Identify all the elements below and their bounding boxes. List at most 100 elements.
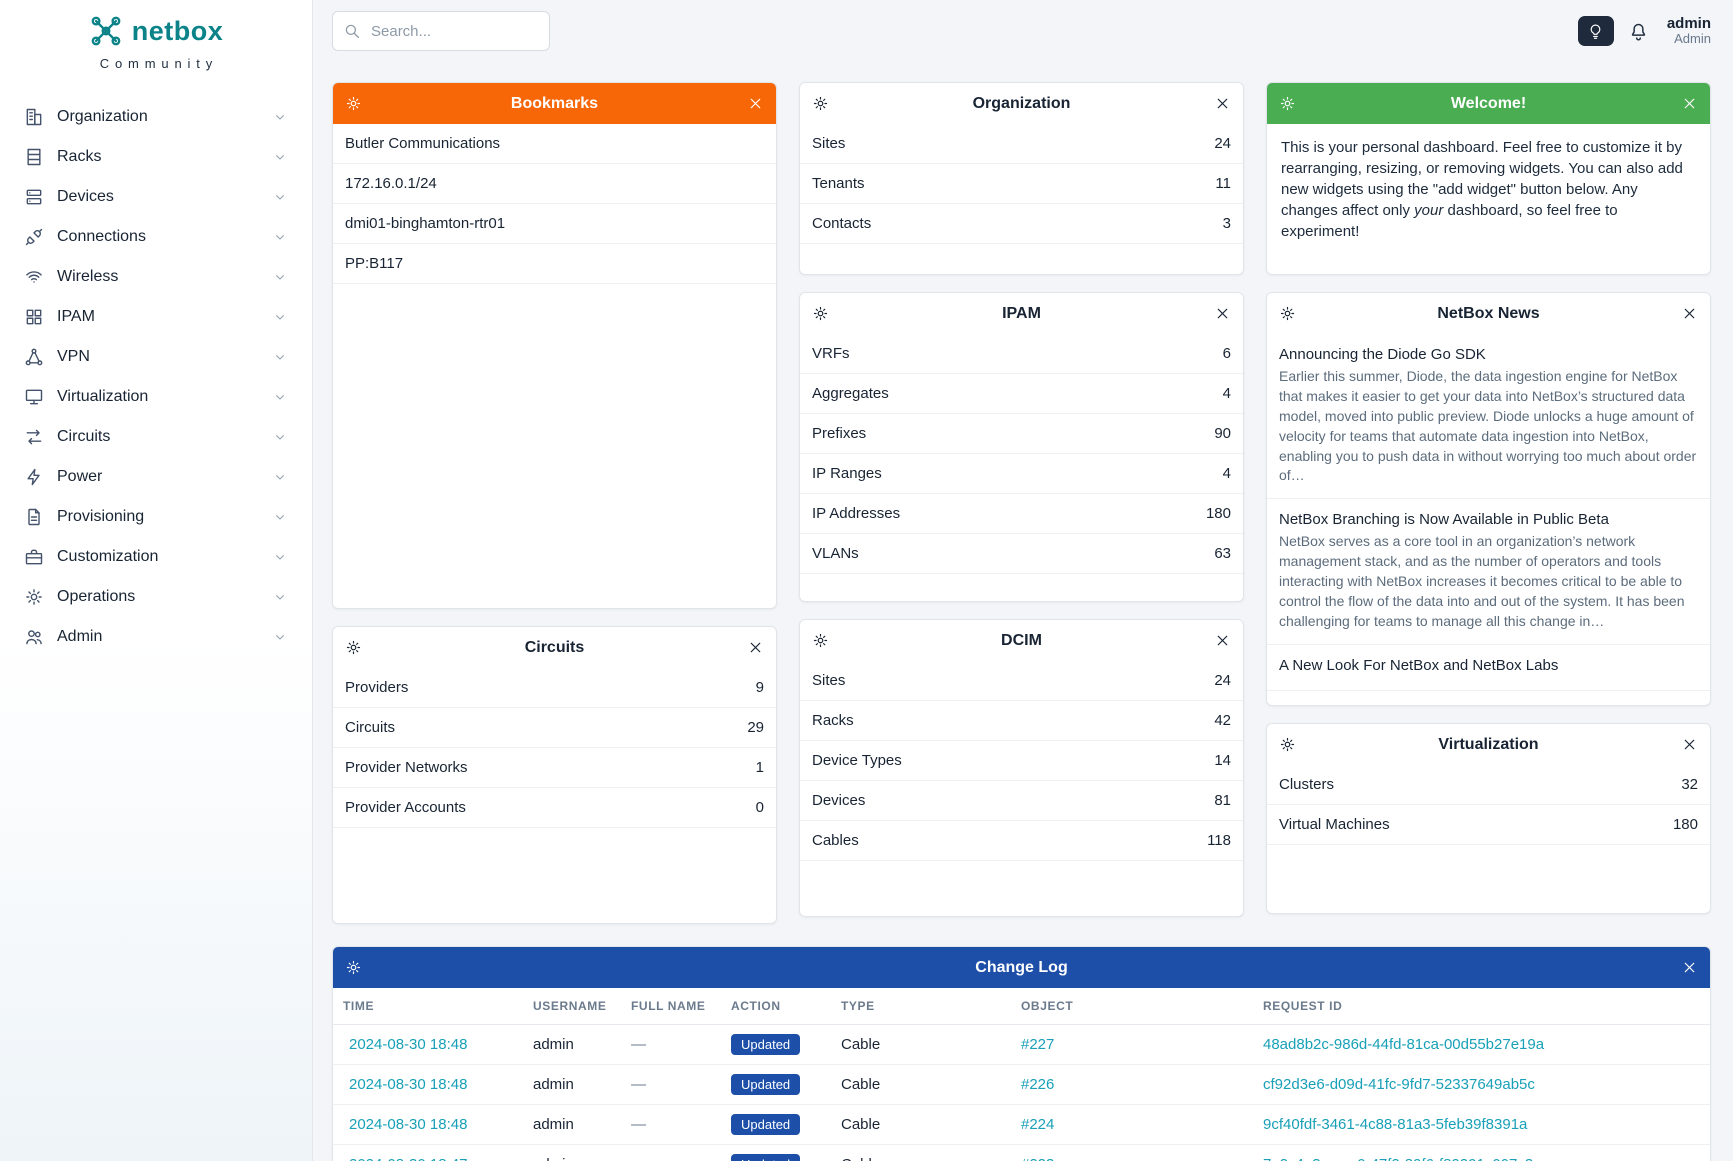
changelog-time-link[interactable]: 2024-08-30 18:48: [349, 1036, 468, 1053]
widget-close-button[interactable]: [1681, 959, 1698, 976]
changelog-request-id-link[interactable]: 7a2c4e3c-aac0-47f2-89f6-f89201c007c3: [1263, 1156, 1533, 1161]
changelog-username: admin: [523, 1024, 621, 1065]
widget-config-button[interactable]: [345, 639, 362, 656]
stat-label[interactable]: Aggregates: [812, 385, 889, 402]
widget-header: IPAM: [800, 293, 1243, 334]
widget-body: Butler Communications 172.16.0.1/24 dmi0…: [333, 124, 776, 608]
close-icon: [747, 95, 764, 112]
widget-close-button[interactable]: [1681, 736, 1698, 753]
bookmark-link[interactable]: Butler Communications: [333, 124, 776, 164]
network-nodes-icon: [24, 347, 44, 367]
sidebar-item-label: Power: [57, 468, 103, 485]
column-header: TIME: [333, 988, 523, 1025]
notifications-button[interactable]: [1628, 21, 1649, 42]
stat-label[interactable]: Cables: [812, 832, 859, 849]
chevron-down-icon: [272, 189, 288, 205]
widget-config-button[interactable]: [812, 95, 829, 112]
sidebar-item-devices[interactable]: Devices: [0, 177, 312, 217]
close-icon: [1681, 305, 1698, 322]
sidebar-item-organization[interactable]: Organization: [0, 97, 312, 137]
stat-label[interactable]: IP Ranges: [812, 465, 882, 482]
ip-grid-icon: [24, 307, 44, 327]
sidebar-item-ipam[interactable]: IPAM: [0, 297, 312, 337]
sidebar-item-admin[interactable]: Admin: [0, 617, 312, 657]
widget-title: Virtualization: [1438, 735, 1539, 753]
chevron-down-icon: [272, 229, 288, 245]
changelog-request-id-link[interactable]: 48ad8b2c-986d-44fd-81ca-00d55b27e19a: [1263, 1036, 1545, 1053]
stat-label[interactable]: Sites: [812, 135, 846, 152]
bookmark-link[interactable]: dmi01-binghamton-rtr01: [333, 204, 776, 244]
widget-config-button[interactable]: [1279, 95, 1296, 112]
stat-label[interactable]: VLANs: [812, 545, 859, 562]
stat-label[interactable]: Providers: [345, 679, 409, 696]
netbox-brand[interactable]: netbox Community: [0, 14, 312, 71]
sidebar-item-virtualization[interactable]: Virtualization: [0, 377, 312, 417]
widget-close-button[interactable]: [1681, 305, 1698, 322]
stat-label[interactable]: Tenants: [812, 175, 865, 192]
sidebar-item-customization[interactable]: Customization: [0, 537, 312, 577]
widget-close-button[interactable]: [1214, 632, 1231, 649]
widget-body: Clusters 32 Virtual Machines 180: [1267, 765, 1710, 913]
widget-close-button[interactable]: [1214, 305, 1231, 322]
changelog-time-link[interactable]: 2024-08-30 18:48: [349, 1076, 468, 1093]
sidebar-item-wireless[interactable]: Wireless: [0, 257, 312, 297]
chevron-down-icon: [272, 549, 288, 565]
sidebar-item-racks[interactable]: Racks: [0, 137, 312, 177]
widget-config-button[interactable]: [812, 632, 829, 649]
changelog-time-link[interactable]: 2024-08-30 18:48: [349, 1116, 468, 1133]
changelog-row: 2024-08-30 18:47 admin — Updated Cable #…: [333, 1144, 1710, 1161]
widget-close-button[interactable]: [747, 639, 764, 656]
news-title-link[interactable]: NetBox Branching is Now Available in Pub…: [1279, 511, 1609, 529]
stat-label[interactable]: Prefixes: [812, 425, 867, 442]
stat-label[interactable]: IP Addresses: [812, 505, 901, 522]
widget-config-button[interactable]: [812, 305, 829, 322]
changelog-object-link[interactable]: #224: [1021, 1116, 1055, 1133]
stat-label[interactable]: Provider Networks: [345, 759, 468, 776]
widget-netbox-news: NetBox News Announcing the Diode Go SDK …: [1266, 292, 1711, 706]
sidebar-item-vpn[interactable]: VPN: [0, 337, 312, 377]
sidebar-item-operations[interactable]: Operations: [0, 577, 312, 617]
widget-virtualization: Virtualization Clusters 32: [1266, 723, 1711, 914]
stat-label[interactable]: Virtual Machines: [1279, 816, 1390, 833]
sidebar-item-connections[interactable]: Connections: [0, 217, 312, 257]
widget-close-button[interactable]: [747, 95, 764, 112]
changelog-request-id-link[interactable]: cf92d3e6-d09d-41fc-9fd7-52337649ab5c: [1263, 1076, 1535, 1093]
sidebar-item-power[interactable]: Power: [0, 457, 312, 497]
stat-label[interactable]: Circuits: [345, 719, 396, 736]
bookmark-link[interactable]: PP:B117: [333, 244, 776, 284]
stat-label[interactable]: Clusters: [1279, 776, 1335, 793]
gear-icon: [345, 639, 362, 656]
stat-row: Provider Accounts 0: [333, 788, 776, 828]
widget-config-button[interactable]: [345, 959, 362, 976]
chevron-down-icon: [272, 589, 288, 605]
sidebar-item-circuits[interactable]: Circuits: [0, 417, 312, 457]
changelog-request-id-link[interactable]: 9cf40fdf-3461-4c88-81a3-5feb39f8391a: [1263, 1116, 1528, 1133]
user-menu[interactable]: admin Admin: [1667, 15, 1711, 47]
stat-label[interactable]: Provider Accounts: [345, 799, 466, 816]
widget-close-button[interactable]: [1214, 95, 1231, 112]
news-title-link[interactable]: Announcing the Diode Go SDK: [1279, 346, 1486, 363]
widget-close-button[interactable]: [1681, 95, 1698, 112]
changelog-time-link[interactable]: 2024-08-30 18:47: [349, 1156, 467, 1161]
chevron-down-icon: [272, 389, 288, 405]
stat-label[interactable]: Racks: [812, 712, 854, 729]
stat-label[interactable]: Contacts: [812, 215, 872, 232]
widget-title: Organization: [972, 94, 1071, 112]
stat-label[interactable]: Sites: [812, 672, 846, 689]
widget-body: This is your personal dashboard. Feel fr…: [1267, 124, 1710, 274]
widget-config-button[interactable]: [345, 95, 362, 112]
news-title-link[interactable]: A New Look For NetBox and NetBox Labs: [1279, 656, 1559, 674]
stat-label[interactable]: VRFs: [812, 345, 850, 362]
stat-label[interactable]: Device Types: [812, 752, 902, 769]
widget-config-button[interactable]: [1279, 305, 1296, 322]
changelog-row: 2024-08-30 18:48 admin — Updated Cable #…: [333, 1064, 1710, 1105]
bookmark-link[interactable]: 172.16.0.1/24: [333, 164, 776, 204]
stat-label[interactable]: Devices: [812, 792, 866, 809]
sidebar-item-provisioning[interactable]: Provisioning: [0, 497, 312, 537]
changelog-object-link[interactable]: #223: [1021, 1156, 1054, 1161]
changelog-object-link[interactable]: #226: [1021, 1076, 1055, 1093]
theme-toggle-button[interactable]: [1577, 16, 1614, 46]
widget-config-button[interactable]: [1279, 736, 1296, 753]
changelog-object-link[interactable]: #227: [1021, 1036, 1055, 1053]
search-input[interactable]: [332, 11, 550, 51]
